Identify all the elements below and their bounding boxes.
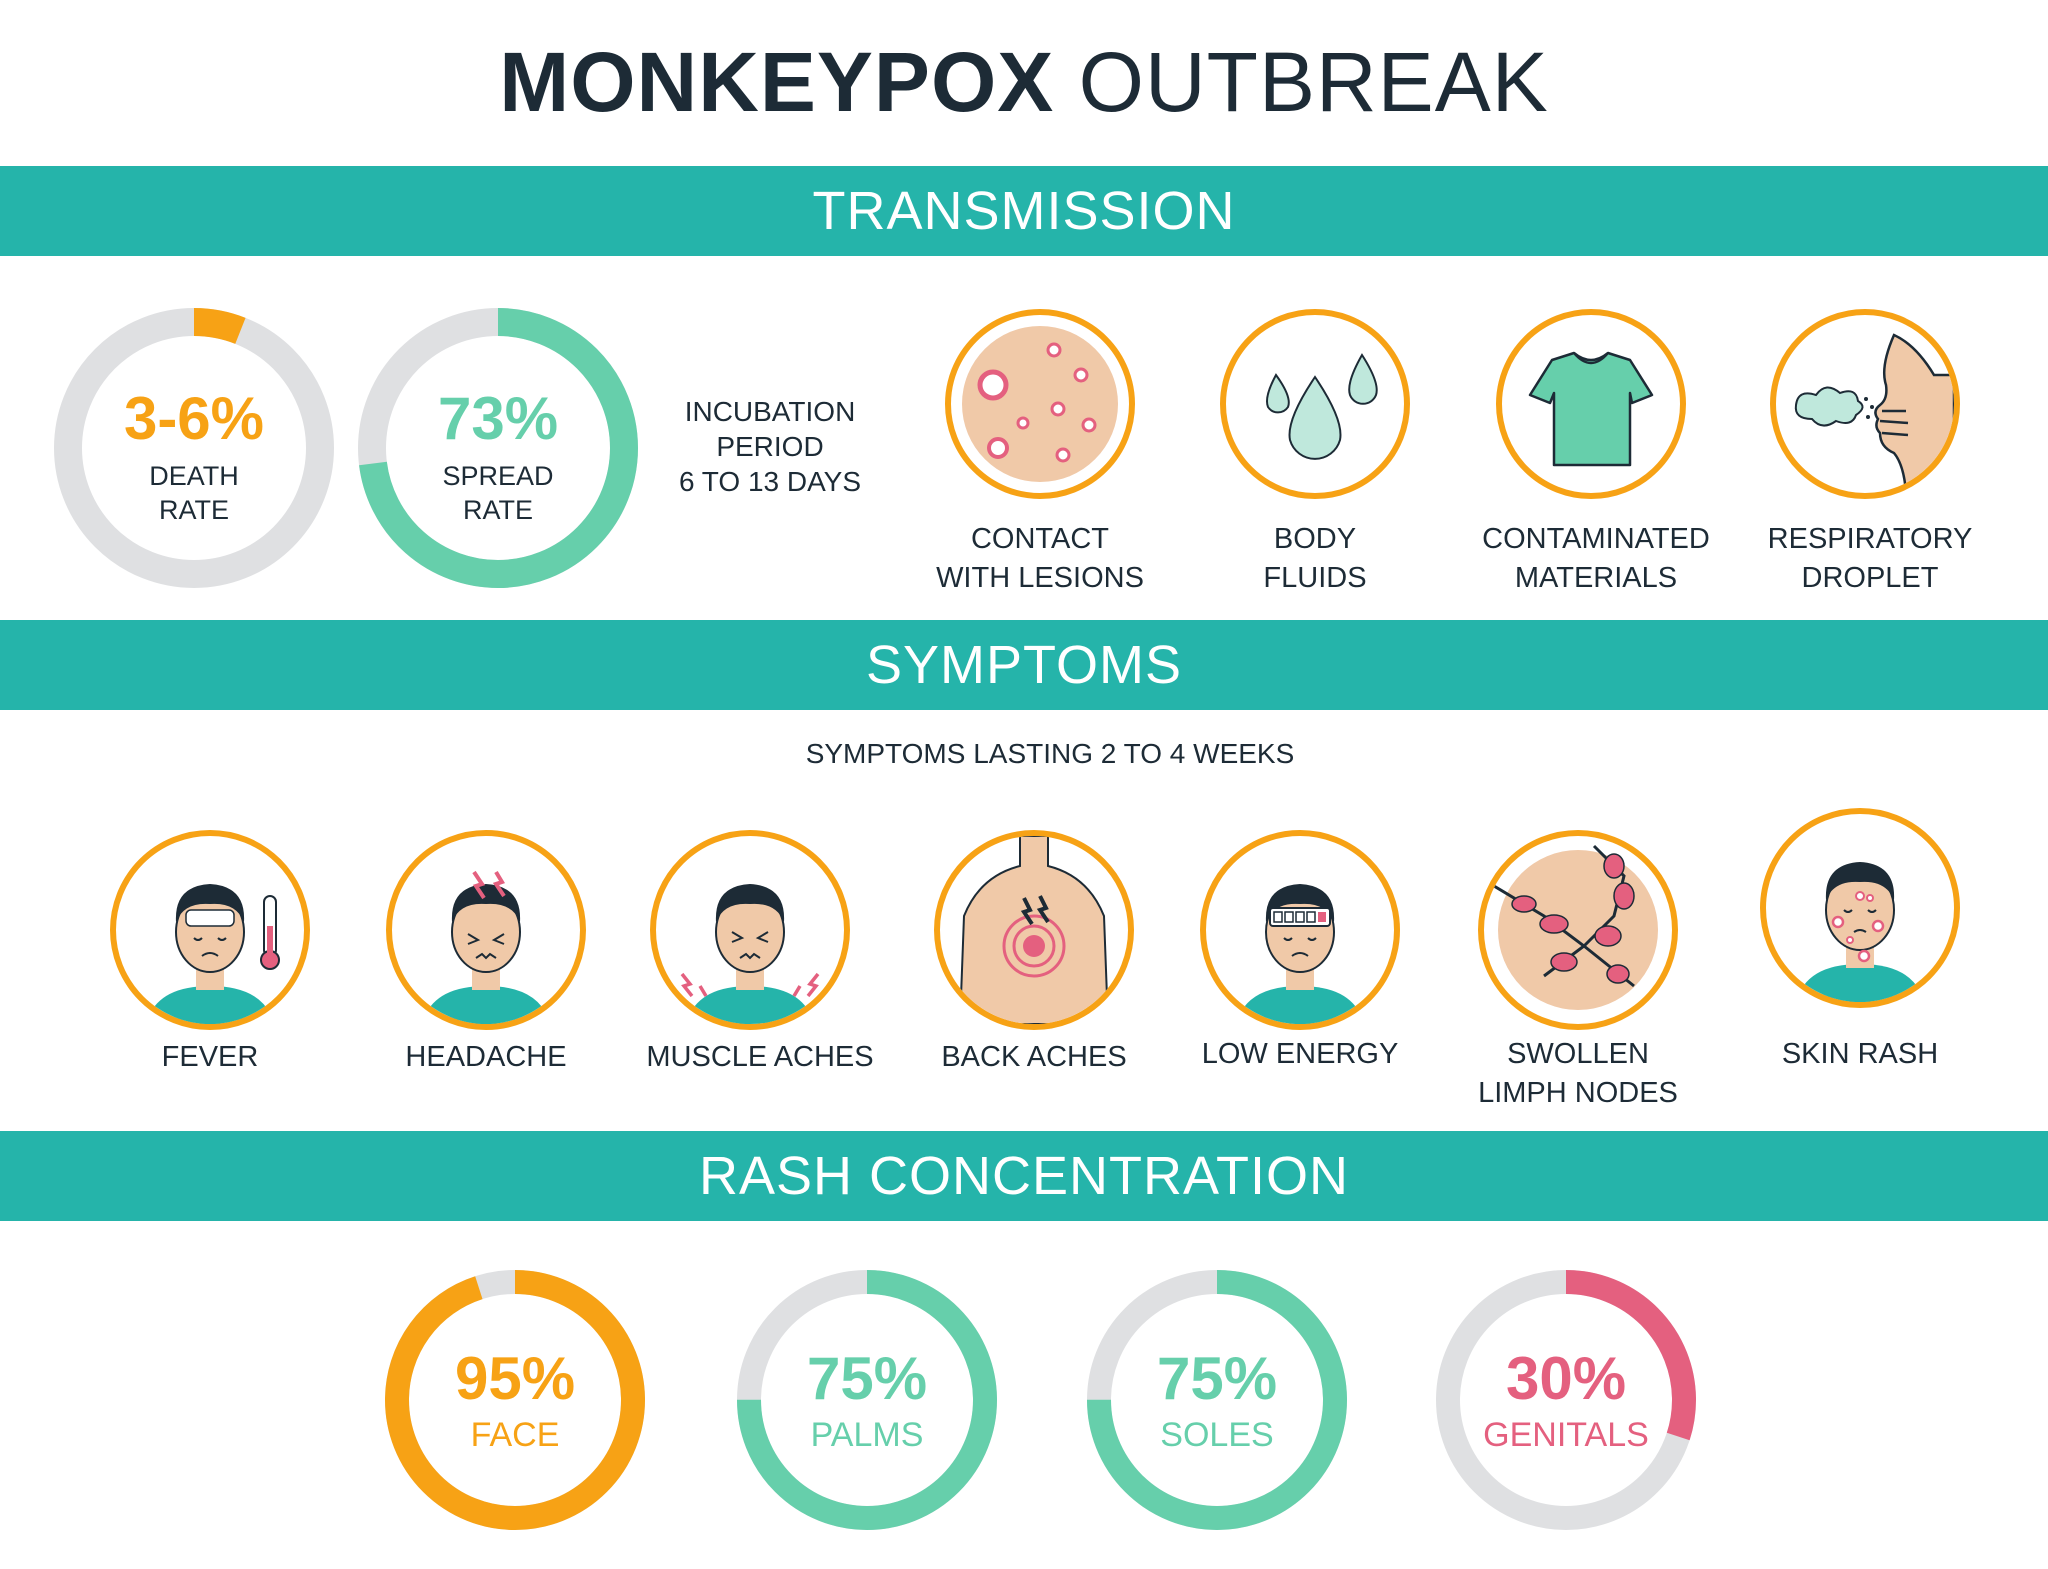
- soles-ring: [1087, 1270, 1347, 1530]
- spread-rate-label-line2: RATE: [462, 494, 533, 525]
- genitals-ring: [1436, 1270, 1696, 1530]
- fever-caption: FEVER: [161, 1041, 259, 1073]
- incubation-period: INCUBATION PERIOD 6 TO 13 DAYS: [650, 394, 890, 499]
- genitals-label: GENITALS: [1483, 1416, 1649, 1454]
- transmission-header: TRANSMISSION: [0, 166, 2048, 256]
- lesions-icon: [945, 309, 1135, 499]
- face-value: 95%: [454, 1345, 576, 1412]
- low-energy-icon: [1200, 830, 1400, 1030]
- lymph-nodes-icon: [1478, 830, 1678, 1030]
- caption-line1: SWOLLEN: [1507, 1038, 1649, 1070]
- face-ring: [385, 1270, 645, 1530]
- incubation-line3: 6 TO 13 DAYS: [678, 466, 862, 497]
- rash-header: RASH CONCENTRATION: [0, 1131, 2048, 1221]
- caption-line1: RESPIRATORY: [1767, 523, 1973, 555]
- symptoms-header: SYMPTOMS: [0, 620, 2048, 710]
- caption-line1: CONTACT: [970, 523, 1109, 555]
- headache-caption: HEADACHE: [405, 1041, 567, 1073]
- genitals-value: 30%: [1505, 1345, 1627, 1412]
- body-fluids-icon: [1220, 309, 1410, 499]
- spread-rate-label: SPREAD RATE: [358, 460, 638, 528]
- death-rate-label-line2: RATE: [158, 494, 229, 525]
- low-energy-caption: LOW ENERGY: [1201, 1038, 1399, 1070]
- headache-icon: [386, 830, 586, 1030]
- death-rate-label-line1: DEATH: [149, 461, 239, 491]
- soles-label: SOLES: [1160, 1416, 1274, 1454]
- death-rate-ring: [54, 308, 334, 588]
- caption-line2: LIMPH NODES: [1478, 1077, 1678, 1110]
- title-bold: MONKEYPOX: [499, 35, 1055, 129]
- genitals-arc: [1436, 1270, 1696, 1530]
- spread-rate-arc: [358, 308, 638, 588]
- face-label: FACE: [470, 1416, 560, 1454]
- caption-line2: WITH LESIONS: [936, 562, 1144, 595]
- title-light: OUTBREAK: [1078, 35, 1549, 129]
- muscle-aches-caption: MUSCLE ACHES: [646, 1041, 874, 1073]
- palms-value: 75%: [806, 1345, 928, 1412]
- shirt-icon: [1496, 309, 1686, 499]
- contact-lesions-caption: CONTACT WITH LESIONS: [915, 520, 1165, 598]
- incubation-line2: PERIOD: [716, 431, 824, 462]
- palms-arc: [737, 1270, 997, 1530]
- death-rate-value: 3-6%: [123, 385, 265, 452]
- respiratory-icon: [1770, 309, 1960, 499]
- incubation-line1: INCUBATION: [684, 396, 856, 427]
- soles-arc: [1087, 1270, 1347, 1530]
- spread-rate-ring: [358, 308, 638, 588]
- caption-line1: CONTAMINATED: [1482, 523, 1710, 555]
- respiratory-droplet-caption: RESPIRATORY DROPLET: [1740, 520, 2000, 598]
- soles-value: 75%: [1156, 1345, 1278, 1412]
- skin-rash-icon: [1760, 808, 1960, 1008]
- caption-line2: DROPLET: [1801, 562, 1939, 595]
- back-aches-caption: BACK ACHES: [941, 1041, 1127, 1073]
- fever-icon: [110, 830, 310, 1030]
- swollen-lymph-nodes-caption: SWOLLEN LIMPH NODES: [1448, 1035, 1708, 1113]
- palms-ring: [737, 1270, 997, 1530]
- caption-line2: MATERIALS: [1514, 562, 1678, 595]
- face-arc: [385, 1270, 645, 1530]
- death-rate-arc: [54, 308, 334, 588]
- caption-line1: BODY: [1273, 523, 1357, 555]
- page-title: MONKEYPOX OUTBREAK: [0, 40, 2048, 124]
- death-rate-label: DEATH RATE: [54, 460, 334, 528]
- palms-label: PALMS: [810, 1416, 924, 1454]
- back-aches-icon: [934, 830, 1134, 1030]
- skin-rash-caption: SKIN RASH: [1781, 1038, 1939, 1070]
- spread-rate-value: 73%: [437, 385, 559, 452]
- symptoms-duration-note: SYMPTOMS LASTING 2 TO 4 WEEKS: [805, 738, 1295, 769]
- muscle-aches-icon: [650, 830, 850, 1030]
- contaminated-materials-caption: CONTAMINATED MATERIALS: [1466, 520, 1726, 598]
- body-fluids-caption: BODY FLUIDS: [1190, 520, 1440, 598]
- caption-line2: FLUIDS: [1263, 562, 1367, 595]
- spread-rate-label-line1: SPREAD: [442, 461, 554, 491]
